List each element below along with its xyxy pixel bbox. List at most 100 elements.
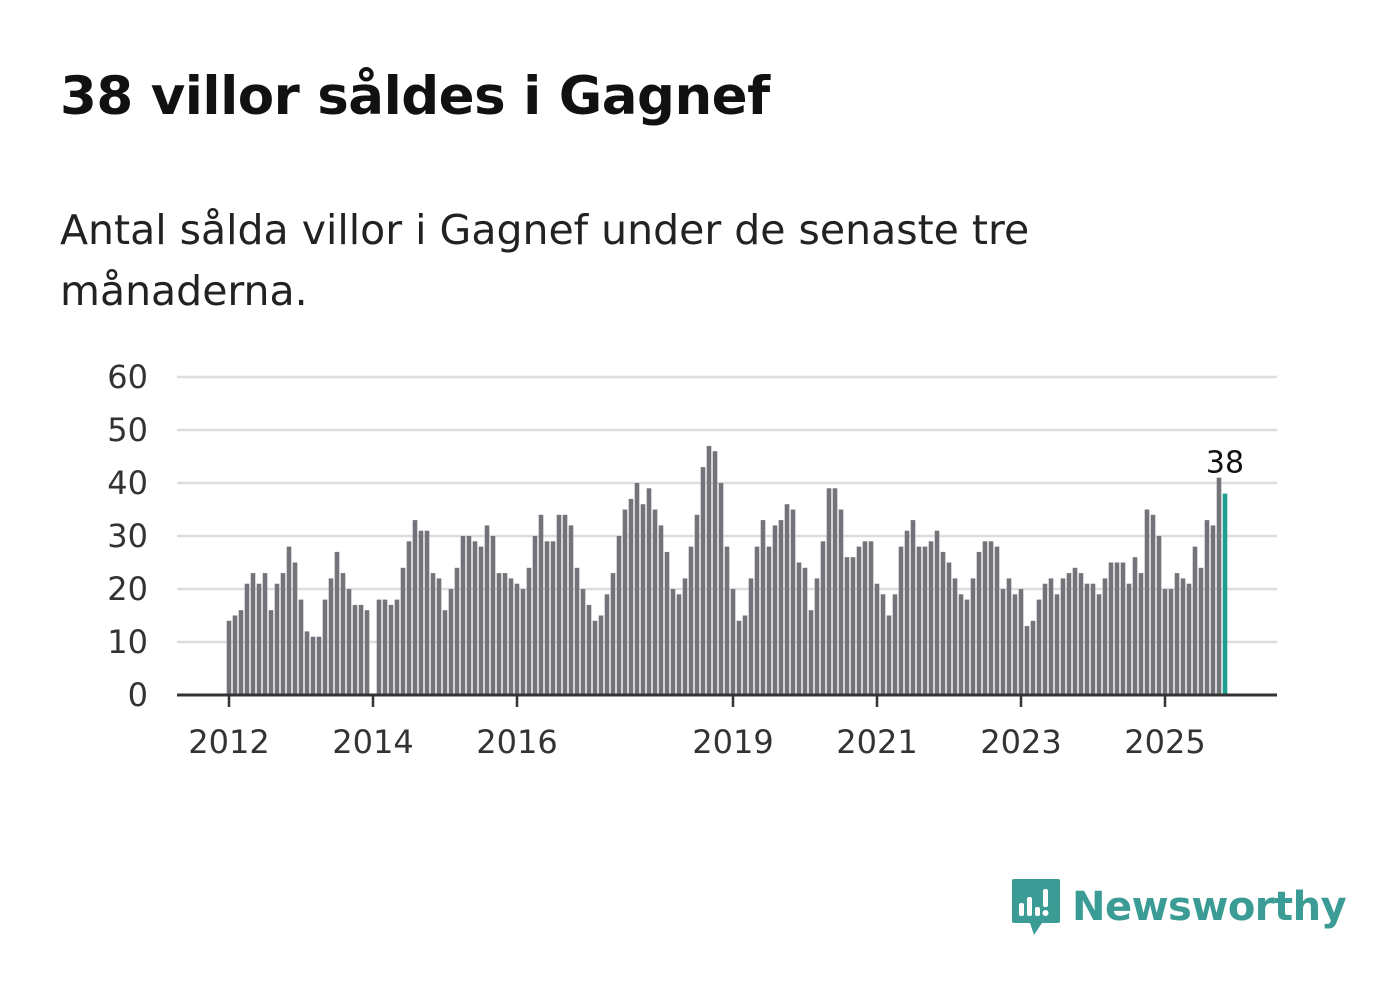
- bar: [574, 567, 580, 695]
- bar: [958, 594, 964, 695]
- x-axis-ticks: 2012 2014 2016 2019 2021 2023 2025: [188, 695, 1206, 761]
- bar: [1192, 546, 1198, 695]
- x-tick-label: 2016: [476, 723, 557, 761]
- bar: [346, 589, 352, 695]
- bar: [676, 594, 682, 695]
- bar: [1150, 514, 1156, 695]
- bar: [1156, 536, 1162, 695]
- bar: [484, 525, 490, 695]
- bar: [1102, 578, 1108, 695]
- bar-latest: [1222, 493, 1228, 695]
- bar: [892, 594, 898, 695]
- y-tick-label: 30: [107, 517, 148, 555]
- bar: [940, 551, 946, 695]
- bar: [1168, 589, 1174, 695]
- bar: [652, 509, 658, 695]
- bar: [1048, 578, 1054, 695]
- bar: [670, 589, 676, 695]
- bar: [310, 636, 316, 695]
- bar: [568, 525, 574, 695]
- bar: [1120, 562, 1126, 695]
- bar: [1216, 477, 1222, 695]
- bar: [436, 578, 442, 695]
- bar: [976, 551, 982, 695]
- bar: [862, 541, 868, 695]
- bar: [934, 530, 940, 695]
- bar: [1162, 589, 1168, 695]
- bar: [604, 594, 610, 695]
- bar: [274, 583, 280, 695]
- bar: [658, 525, 664, 695]
- bar: [760, 520, 766, 695]
- bar: [634, 483, 640, 695]
- bar: [586, 604, 592, 695]
- bar: [754, 546, 760, 695]
- bar: [526, 567, 532, 695]
- bar: [592, 620, 598, 695]
- bar: [1174, 573, 1180, 695]
- bar: [1006, 578, 1012, 695]
- bar: [1012, 594, 1018, 695]
- bar: [868, 541, 874, 695]
- bar: [1018, 589, 1024, 695]
- bar: [496, 573, 502, 695]
- bar: [1180, 578, 1186, 695]
- bar: [304, 631, 310, 695]
- bar: [400, 567, 406, 695]
- bar: [580, 589, 586, 695]
- chart-title: 38 villor såldes i Gagnef: [60, 66, 770, 127]
- x-tick-label: 2021: [836, 723, 917, 761]
- bar: [610, 573, 616, 695]
- bar: [394, 599, 400, 695]
- y-tick-label: 60: [107, 358, 148, 396]
- bar: [820, 541, 826, 695]
- bar: [802, 567, 808, 695]
- bar: [538, 514, 544, 695]
- newsworthy-logo: Newsworthy: [1010, 877, 1347, 937]
- bar: [850, 557, 856, 695]
- bar: [1072, 567, 1078, 695]
- bar: [838, 509, 844, 695]
- bar: [952, 578, 958, 695]
- bar: [430, 573, 436, 695]
- bar: [784, 504, 790, 695]
- y-tick-label: 20: [107, 570, 148, 608]
- bar: [1066, 573, 1072, 695]
- x-tick-label: 2025: [1124, 723, 1205, 761]
- y-tick-label: 50: [107, 411, 148, 449]
- bar: [490, 536, 496, 695]
- bar: [442, 610, 448, 695]
- bar: [898, 546, 904, 695]
- bar: [1204, 520, 1210, 695]
- bar: [292, 562, 298, 695]
- bar: [922, 546, 928, 695]
- bar: [994, 546, 1000, 695]
- bar: [1108, 562, 1114, 695]
- bar: [808, 610, 814, 695]
- brand-name: Newsworthy: [1072, 884, 1347, 930]
- bar: [388, 604, 394, 695]
- bar: [256, 583, 262, 695]
- bar: [910, 520, 916, 695]
- bar: [790, 509, 796, 695]
- bar: [1042, 583, 1048, 695]
- bar: [514, 583, 520, 695]
- bar: [382, 599, 388, 695]
- bar: [532, 536, 538, 695]
- bar: [460, 536, 466, 695]
- bar: [1036, 599, 1042, 695]
- bar: [826, 488, 832, 695]
- bar: [832, 488, 838, 695]
- bar: [556, 514, 562, 695]
- bar: [1138, 573, 1144, 695]
- y-tick-label: 40: [107, 464, 148, 502]
- bar: [778, 520, 784, 695]
- bar: [1024, 626, 1030, 695]
- x-tick-label: 2019: [692, 723, 773, 761]
- bar: [250, 573, 256, 695]
- bar: [1030, 620, 1036, 695]
- bar: [232, 615, 238, 695]
- bar: [562, 514, 568, 695]
- bar: [646, 488, 652, 695]
- bar: [904, 530, 910, 695]
